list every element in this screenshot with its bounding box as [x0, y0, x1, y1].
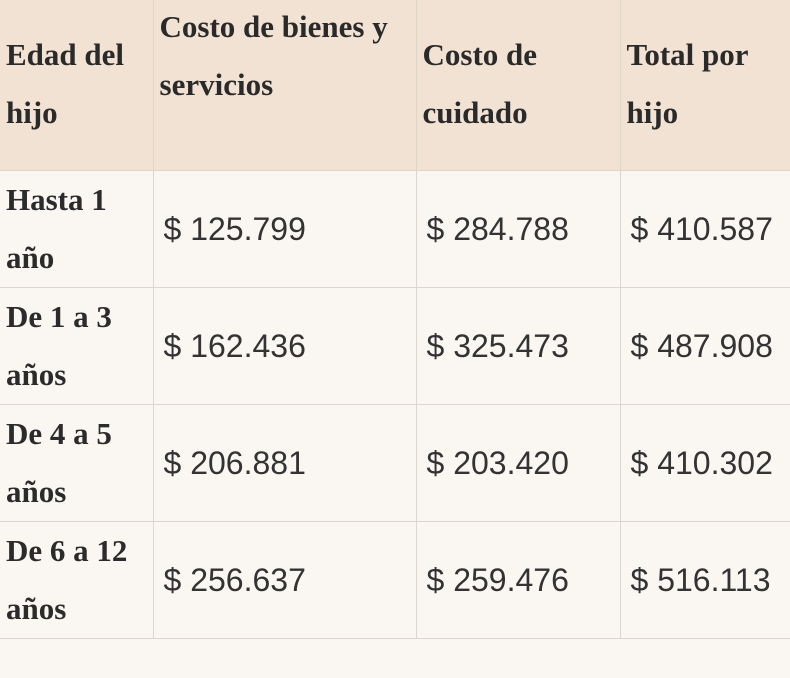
care-cost-cell: $ 203.420	[415, 404, 621, 522]
table-row: Hasta 1 año $ 125.799 $ 284.788 $ 410.58…	[0, 170, 790, 288]
table-row: De 6 a 12 años $ 256.637 $ 259.476 $ 516…	[0, 521, 790, 639]
goods-cost-cell: $ 162.436	[152, 287, 417, 405]
total-cell: $ 516.113	[619, 521, 790, 639]
age-cell: Hasta 1 año	[0, 170, 154, 288]
care-cost-cell: $ 284.788	[415, 170, 621, 288]
goods-cost-cell: $ 206.881	[152, 404, 417, 522]
care-cost-cell: $ 325.473	[415, 287, 621, 405]
header-goods-services-cost: Costo de bienes y servicios	[152, 0, 417, 171]
table-row: De 4 a 5 años $ 206.881 $ 203.420 $ 410.…	[0, 404, 790, 522]
total-cell: $ 487.908	[619, 287, 790, 405]
header-row: Edad del hijo Costo de bienes y servicio…	[0, 0, 790, 171]
age-cell: De 4 a 5 años	[0, 404, 154, 522]
header-care-cost: Costo de cuidado	[415, 0, 621, 171]
header-total-per-child: Total por hijo	[619, 0, 790, 171]
goods-cost-cell: $ 256.637	[152, 521, 417, 639]
care-cost-cell: $ 259.476	[415, 521, 621, 639]
age-cell: De 1 a 3 años	[0, 287, 154, 405]
cost-table: Edad del hijo Costo de bienes y servicio…	[0, 0, 790, 639]
total-cell: $ 410.302	[619, 404, 790, 522]
age-cell: De 6 a 12 años	[0, 521, 154, 639]
header-age: Edad del hijo	[0, 0, 154, 171]
total-cell: $ 410.587	[619, 170, 790, 288]
goods-cost-cell: $ 125.799	[152, 170, 417, 288]
table-row: De 1 a 3 años $ 162.436 $ 325.473 $ 487.…	[0, 287, 790, 405]
